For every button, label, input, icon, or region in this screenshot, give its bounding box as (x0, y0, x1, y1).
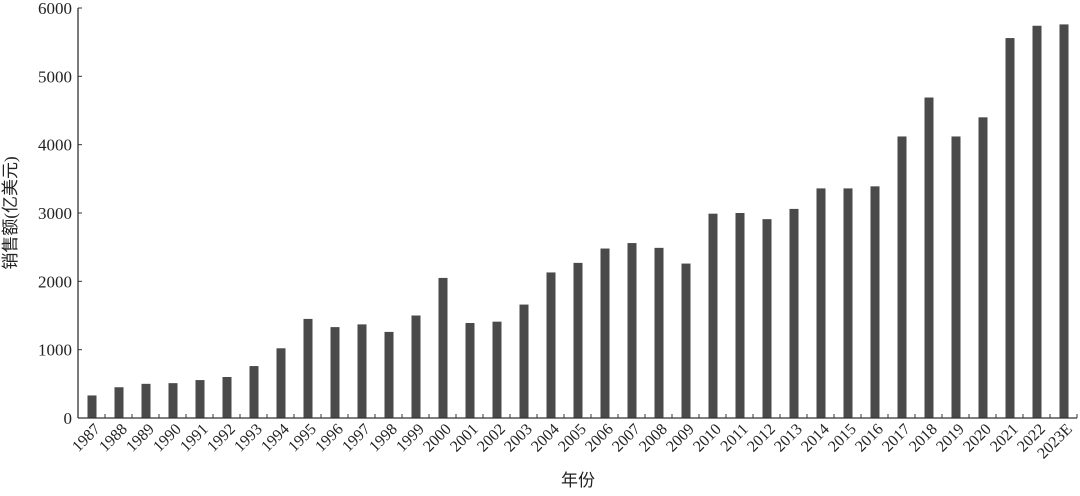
bar-2011 (735, 213, 745, 418)
x-tick-label: 2012 (744, 421, 779, 456)
x-tick-label: 2006 (582, 421, 617, 456)
x-tick-label: 1998 (366, 421, 401, 456)
bar-2021 (1005, 38, 1015, 419)
x-tick-label: 2020 (960, 421, 995, 456)
x-tick-label: 1992 (204, 421, 239, 456)
x-tick-label: 1996 (312, 421, 347, 456)
x-tick-label: 1989 (123, 421, 158, 456)
x-tick-label: 2007 (609, 421, 644, 456)
bar-2017 (897, 136, 907, 418)
bar-2012 (762, 219, 772, 418)
x-tick-label: 2021 (987, 421, 1022, 456)
x-tick-label: 2008 (636, 421, 671, 456)
x-tick-label: 2000 (420, 421, 455, 456)
bar-1991 (195, 380, 205, 418)
bar-2023E (1059, 24, 1069, 419)
bar-2015 (843, 188, 853, 418)
x-tick-label: 2010 (690, 421, 725, 456)
x-tick-label: 1991 (177, 421, 212, 456)
bar-2016 (870, 186, 880, 418)
bar-1999 (411, 315, 421, 418)
x-tick-label: 1995 (285, 421, 320, 456)
y-tick-label: 0 (64, 409, 73, 428)
x-tick-label: 2015 (825, 421, 860, 456)
bar-2005 (573, 262, 583, 418)
bar-2001 (465, 323, 475, 418)
y-tick-label: 1000 (38, 341, 72, 360)
bar-2013 (789, 208, 799, 418)
x-tick-label: 2017 (879, 421, 914, 456)
bar-2000 (438, 277, 448, 418)
x-tick-label: 2011 (718, 421, 752, 455)
bar-1992 (222, 377, 232, 418)
bar-2019 (951, 136, 961, 418)
y-tick-label: 2000 (38, 272, 72, 291)
x-tick-label: 2005 (555, 421, 590, 456)
x-tick-label: 2009 (663, 421, 698, 456)
bar-2008 (654, 247, 664, 418)
x-tick-label: 1988 (96, 421, 131, 456)
x-tick-label: 2016 (852, 421, 887, 456)
x-tick-label: 2002 (474, 421, 509, 456)
bar-2004 (546, 272, 556, 418)
bar-2018 (924, 97, 934, 419)
bar-2007 (627, 243, 637, 418)
x-tick-label: 2001 (447, 421, 482, 456)
bar-1993 (249, 366, 259, 418)
bar-2009 (681, 263, 691, 418)
bar-2010 (708, 213, 718, 418)
x-tick-label: 2013 (771, 421, 806, 456)
x-tick-label: 1997 (339, 421, 374, 456)
bar-1989 (141, 383, 151, 418)
bar-1995 (303, 318, 313, 418)
x-tick-label: 2019 (933, 421, 968, 456)
x-tick-label: 1990 (150, 421, 185, 456)
bar-2006 (600, 248, 610, 418)
x-tick-label: 1993 (231, 421, 266, 456)
bar-2002 (492, 321, 502, 418)
x-tick-label: 1999 (393, 421, 428, 456)
y-tick-label: 4000 (38, 136, 72, 155)
y-tick-label: 6000 (38, 0, 72, 18)
bar-2003 (519, 304, 529, 418)
x-tick-label: 2018 (906, 421, 941, 456)
bar-1988 (114, 387, 124, 418)
bar-2022 (1032, 25, 1042, 419)
bar-2014 (816, 188, 826, 418)
y-axis-label: 销售额(亿美元) (1, 156, 20, 269)
bar-1998 (384, 331, 394, 418)
x-tick-label: 2003 (501, 421, 536, 456)
bar-2020 (978, 117, 988, 418)
y-tick-label: 5000 (38, 67, 72, 86)
x-tick-label: 2014 (798, 421, 833, 456)
x-axis-label: 年份 (561, 471, 595, 490)
bar-1987 (87, 395, 97, 418)
x-tick-label: 1994 (258, 421, 293, 456)
bar-1990 (168, 383, 178, 418)
x-tick-label: 1987 (69, 421, 104, 456)
bar-1996 (330, 327, 340, 418)
y-tick-label: 3000 (38, 204, 72, 223)
bar-1994 (276, 348, 286, 418)
bar-1997 (357, 324, 367, 418)
x-tick-label: 2004 (528, 421, 563, 456)
